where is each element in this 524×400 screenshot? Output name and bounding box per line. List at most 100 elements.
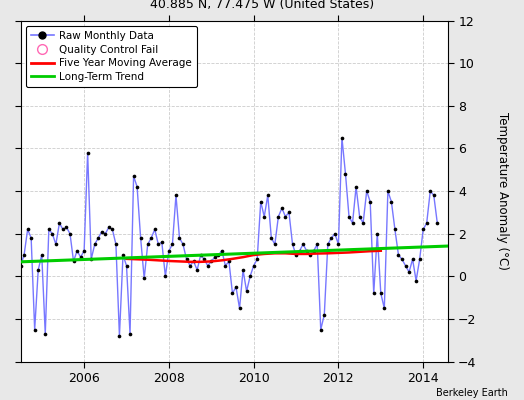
Point bbox=[299, 241, 307, 248]
Point bbox=[313, 241, 321, 248]
Point bbox=[211, 254, 219, 260]
Point bbox=[69, 258, 78, 265]
Point bbox=[2, 248, 10, 254]
Point bbox=[302, 248, 311, 254]
Point bbox=[387, 198, 396, 205]
Point bbox=[331, 230, 339, 237]
Point bbox=[341, 171, 350, 177]
Point bbox=[122, 262, 130, 269]
Point bbox=[91, 241, 99, 248]
Point bbox=[154, 241, 162, 248]
Point bbox=[200, 256, 209, 262]
Point bbox=[94, 235, 102, 241]
Point bbox=[278, 205, 286, 211]
Point bbox=[246, 273, 254, 280]
Text: 40.885 N, 77.475 W (United States): 40.885 N, 77.475 W (United States) bbox=[150, 0, 374, 10]
Point bbox=[306, 252, 314, 258]
Point bbox=[338, 134, 346, 141]
Point bbox=[228, 290, 237, 296]
Point bbox=[419, 226, 428, 233]
Point bbox=[112, 241, 120, 248]
Point bbox=[55, 220, 63, 226]
Point bbox=[320, 312, 329, 318]
Point bbox=[30, 326, 39, 333]
Point bbox=[179, 241, 187, 248]
Point bbox=[405, 269, 413, 275]
Point bbox=[101, 230, 110, 237]
Point bbox=[408, 256, 417, 262]
Point bbox=[24, 226, 32, 233]
Point bbox=[105, 224, 113, 230]
Point bbox=[267, 235, 276, 241]
Point bbox=[359, 220, 367, 226]
Point bbox=[373, 230, 381, 237]
Point bbox=[355, 214, 364, 220]
Point bbox=[430, 192, 438, 198]
Point bbox=[264, 192, 272, 198]
Point bbox=[115, 333, 124, 339]
Point bbox=[398, 256, 406, 262]
Point bbox=[62, 224, 71, 230]
Point bbox=[401, 262, 410, 269]
Point bbox=[144, 241, 152, 248]
Legend: Raw Monthly Data, Quality Control Fail, Five Year Moving Average, Long-Term Tren: Raw Monthly Data, Quality Control Fail, … bbox=[26, 26, 197, 87]
Point bbox=[126, 331, 134, 337]
Y-axis label: Temperature Anomaly (°C): Temperature Anomaly (°C) bbox=[496, 112, 509, 270]
Point bbox=[391, 226, 399, 233]
Point bbox=[97, 228, 106, 235]
Point bbox=[239, 267, 247, 273]
Point bbox=[433, 220, 442, 226]
Point bbox=[176, 235, 184, 241]
Point bbox=[232, 284, 240, 290]
Point bbox=[422, 220, 431, 226]
Point bbox=[285, 209, 293, 216]
Point bbox=[161, 273, 170, 280]
Point bbox=[52, 241, 60, 248]
Point bbox=[324, 241, 332, 248]
Point bbox=[45, 226, 53, 233]
Point bbox=[225, 258, 233, 265]
Point bbox=[168, 241, 177, 248]
Point bbox=[66, 230, 74, 237]
Point bbox=[257, 198, 265, 205]
Point bbox=[380, 305, 388, 312]
Point bbox=[217, 248, 226, 254]
Point bbox=[271, 241, 279, 248]
Point bbox=[133, 184, 141, 190]
Point bbox=[281, 214, 290, 220]
Point bbox=[260, 214, 268, 220]
Text: Berkeley Earth: Berkeley Earth bbox=[436, 388, 508, 398]
Point bbox=[214, 252, 223, 258]
Point bbox=[186, 262, 194, 269]
Point bbox=[9, 235, 18, 241]
Point bbox=[288, 241, 297, 248]
Point bbox=[27, 235, 35, 241]
Point bbox=[377, 290, 385, 296]
Point bbox=[77, 254, 85, 260]
Point bbox=[193, 267, 201, 273]
Point bbox=[129, 173, 138, 179]
Point bbox=[235, 305, 244, 312]
Point bbox=[363, 188, 371, 194]
Point bbox=[87, 256, 95, 262]
Point bbox=[34, 267, 42, 273]
Point bbox=[369, 290, 378, 296]
Point bbox=[20, 252, 28, 258]
Point bbox=[147, 235, 156, 241]
Point bbox=[165, 248, 173, 254]
Point bbox=[416, 256, 424, 262]
Point bbox=[83, 150, 92, 156]
Point bbox=[394, 252, 402, 258]
Point bbox=[6, 226, 14, 233]
Point bbox=[296, 248, 304, 254]
Point bbox=[48, 230, 57, 237]
Point bbox=[73, 248, 81, 254]
Point bbox=[59, 226, 67, 233]
Point bbox=[334, 241, 343, 248]
Point bbox=[316, 326, 325, 333]
Point bbox=[221, 262, 230, 269]
Point bbox=[310, 248, 318, 254]
Point bbox=[150, 226, 159, 233]
Point bbox=[80, 248, 89, 254]
Point bbox=[108, 226, 116, 233]
